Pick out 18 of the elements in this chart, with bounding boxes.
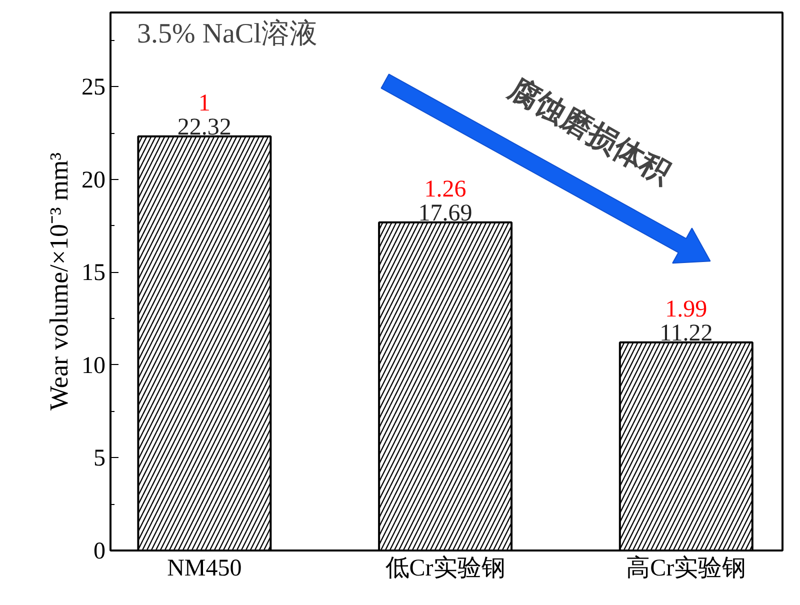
annotation: 1.99 bbox=[665, 296, 708, 322]
y-tick-label: 20 bbox=[82, 167, 106, 194]
y-tick-label: 15 bbox=[82, 260, 106, 286]
data-label: 11.22 bbox=[660, 320, 713, 346]
y-tick-label: 0 bbox=[94, 538, 106, 564]
y-tick-label: 25 bbox=[82, 74, 106, 101]
y-axis-title: Wear volume/×10⁻³ mm³ bbox=[44, 152, 74, 411]
data-label: 22.32 bbox=[177, 114, 232, 140]
x-tick-label: 高Cr实验钢 bbox=[626, 554, 746, 582]
annotation: 1.26 bbox=[424, 176, 466, 202]
y-tick-label: 5 bbox=[94, 446, 106, 472]
annotation: 1 bbox=[198, 90, 210, 116]
x-tick-label: 低Cr实验钢 bbox=[385, 554, 506, 582]
data-label: 17.69 bbox=[418, 200, 472, 226]
annotation: 腐蚀磨损体积 bbox=[502, 70, 678, 192]
x-tick-label: NM450 bbox=[167, 556, 242, 582]
annotation: 3.5% NaCl溶液 bbox=[136, 18, 318, 50]
y-tick-label: 10 bbox=[82, 352, 106, 379]
